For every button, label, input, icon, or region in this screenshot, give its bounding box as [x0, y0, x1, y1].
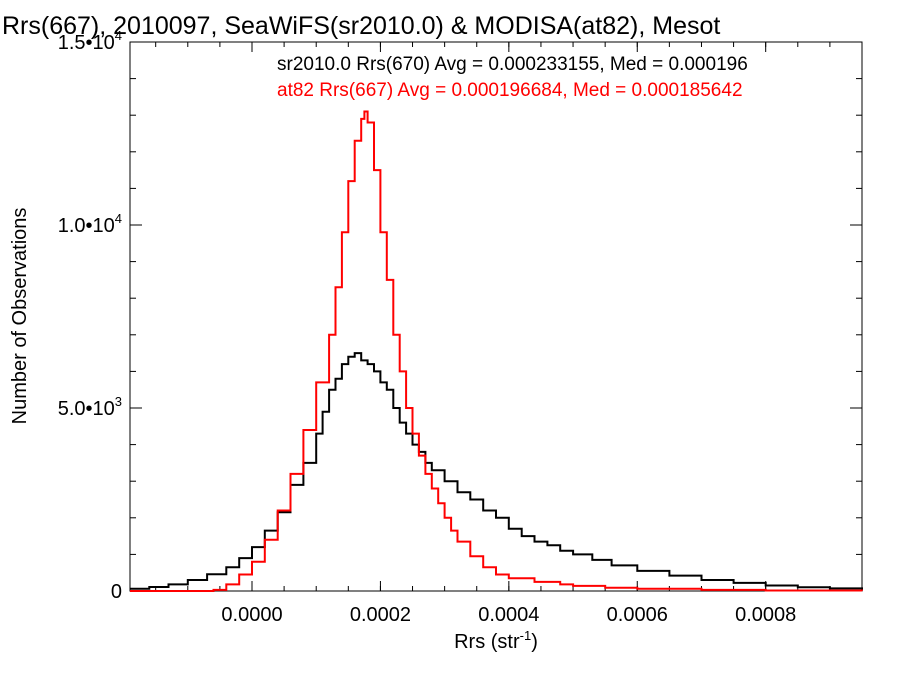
y-tick-label-3: 1.5•104	[58, 28, 122, 54]
x-tick-label-1: 0.0002	[350, 604, 411, 626]
x-tick-label-3: 0.0006	[607, 604, 668, 626]
x-tick-label-2: 0.0004	[478, 604, 539, 626]
annotation-red: at82 Rrs(667) Avg = 0.000196684, Med = 0…	[277, 80, 743, 101]
y-tick-label-0: 0	[111, 581, 122, 603]
x-tick-labels: 0.0000 0.0002 0.0004 0.0006 0.0008	[221, 604, 796, 626]
chart-title: Rrs(667), 2010097, SeaWiFS(sr2010.0) & M…	[2, 12, 720, 40]
y-tick-label-2: 1.0•104	[58, 211, 122, 237]
x-axis-label: Rrs (str-1)	[454, 628, 538, 653]
series-layer	[130, 110, 863, 592]
annotation-black: sr2010.0 Rrs(670) Avg = 0.000233155, Med…	[277, 54, 748, 75]
y-tick-label-1: 5.0•103	[58, 394, 122, 420]
series-line-0	[130, 352, 863, 590]
tick-marks	[130, 41, 863, 592]
plot-frame	[129, 41, 863, 592]
x-tick-label-4: 0.0008	[735, 604, 796, 626]
y-axis-label: Number of Observations	[9, 208, 31, 425]
series-line-1	[130, 110, 863, 592]
y-tick-labels: 0 5.0•103 1.0•104 1.5•104	[58, 28, 122, 603]
x-tick-label-0: 0.0000	[221, 604, 282, 626]
